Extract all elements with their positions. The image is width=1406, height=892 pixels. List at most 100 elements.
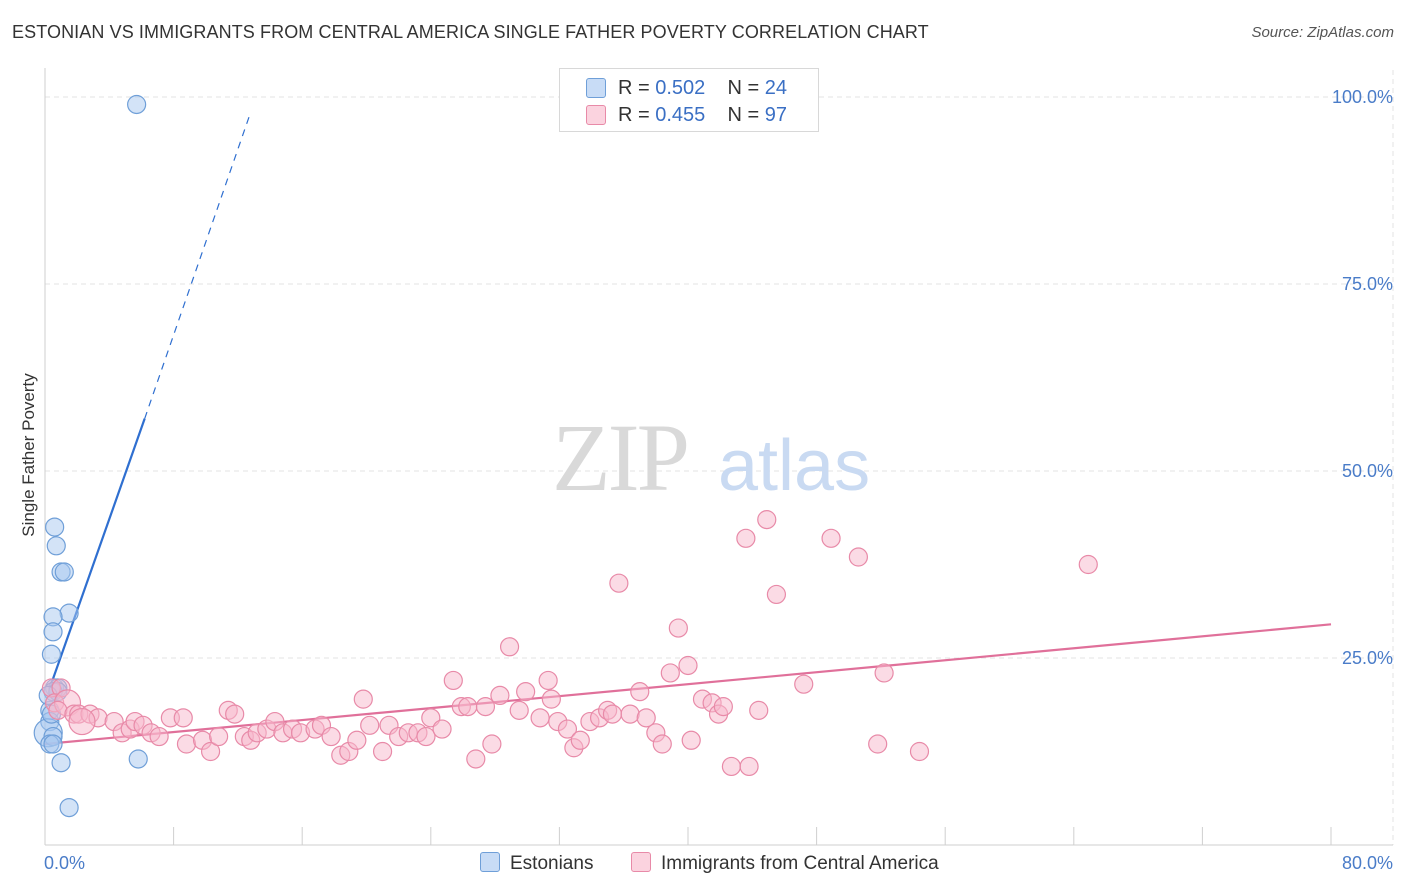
point-immigrants xyxy=(721,756,742,777)
x-tick-label: 0.0% xyxy=(44,853,85,873)
legend: R = 0.502 N = 24 R = 0.455 N = 97 xyxy=(559,68,819,132)
bottom-legend-swatch-estonians xyxy=(480,852,500,872)
point-immigrants xyxy=(200,741,221,762)
trend-line-0 xyxy=(48,418,146,689)
y-tick-label: 50.0% xyxy=(1342,461,1393,481)
bottom-legend-swatch-immigrants xyxy=(631,852,651,872)
point-immigrants xyxy=(652,734,672,754)
point-immigrants xyxy=(668,618,688,638)
point-estonians xyxy=(43,622,63,642)
point-immigrants xyxy=(868,734,888,754)
point-immigrants xyxy=(173,708,193,728)
point-immigrants xyxy=(557,719,578,739)
point-immigrants xyxy=(347,730,367,750)
point-immigrants xyxy=(848,547,868,567)
point-immigrants xyxy=(602,704,623,724)
source-label: Source: ZipAtlas.com xyxy=(1251,24,1394,41)
legend-n-label: N = xyxy=(727,104,765,126)
point-estonians xyxy=(128,749,148,769)
point-immigrants xyxy=(432,719,452,739)
trend-line-extension-0 xyxy=(144,111,252,419)
watermark-zip: ZIP xyxy=(552,404,687,511)
y-tick-label: 75.0% xyxy=(1342,274,1393,294)
point-estonians xyxy=(59,797,79,818)
point-estonians xyxy=(59,603,79,623)
point-immigrants xyxy=(321,726,341,747)
chart-title: ESTONIAN VS IMMIGRANTS FROM CENTRAL AMER… xyxy=(12,22,929,42)
point-immigrants xyxy=(48,700,68,720)
point-immigrants xyxy=(660,663,680,683)
y-tick-label: 100.0% xyxy=(1332,87,1393,107)
point-immigrants xyxy=(538,670,558,691)
x-tick-label: 80.0% xyxy=(1342,853,1393,873)
legend-r-label: R = xyxy=(618,104,656,126)
point-immigrants xyxy=(713,697,733,717)
point-immigrants xyxy=(516,682,536,702)
point-immigrants xyxy=(681,730,701,750)
point-immigrants xyxy=(482,734,502,754)
legend-n-value: 97 xyxy=(764,104,788,126)
point-immigrants xyxy=(475,697,496,717)
point-immigrants xyxy=(360,715,380,735)
point-estonians xyxy=(41,644,62,664)
point-estonians xyxy=(43,734,63,754)
point-immigrants xyxy=(736,528,756,548)
point-immigrants xyxy=(499,637,520,657)
point-immigrants xyxy=(821,528,841,548)
tick-labels: 25.0% 50.0% 75.0% 100.0% 0.0% 80.0% Single Fat… xyxy=(19,87,1393,873)
point-immigrants xyxy=(874,663,894,683)
legend-r-value: 0.455 xyxy=(655,104,706,126)
point-immigrants xyxy=(570,730,590,750)
point-immigrants xyxy=(209,726,229,747)
point-immigrants xyxy=(353,689,373,709)
point-immigrants xyxy=(609,573,629,593)
point-immigrants xyxy=(509,700,529,720)
y-axis-label: Single Father Poverty xyxy=(19,373,38,537)
point-immigrants xyxy=(443,670,463,691)
legend-r-label: R = xyxy=(618,77,656,99)
point-immigrants xyxy=(678,655,698,676)
point-immigrants xyxy=(757,510,777,530)
point-immigrants xyxy=(766,584,787,605)
point-immigrants xyxy=(794,674,814,694)
data-points xyxy=(33,94,1098,818)
point-immigrants xyxy=(68,707,96,736)
point-immigrants xyxy=(176,734,197,754)
point-immigrants xyxy=(541,689,561,709)
point-immigrants xyxy=(1078,554,1098,575)
point-immigrants xyxy=(490,685,510,706)
bottom-legend-estonians: Estonians xyxy=(480,852,593,875)
point-immigrants xyxy=(225,704,245,724)
legend-r-value: 0.502 xyxy=(655,77,706,99)
point-immigrants xyxy=(372,741,393,762)
point-immigrants xyxy=(620,704,640,724)
grid-lines xyxy=(45,70,1394,845)
point-estonians xyxy=(45,517,65,537)
bottom-legend-label: Immigrants from Central America xyxy=(661,853,939,874)
point-estonians xyxy=(54,562,74,582)
trend-lines xyxy=(44,111,1332,746)
point-estonians xyxy=(51,753,71,773)
legend-swatch-immigrants xyxy=(586,105,606,125)
point-immigrants xyxy=(630,682,650,702)
watermark: ZIP atlas xyxy=(552,404,870,511)
point-immigrants xyxy=(530,708,550,728)
point-immigrants xyxy=(416,726,436,747)
trend-line-1 xyxy=(44,623,1332,746)
bottom-legend-immigrants: Immigrants from Central America xyxy=(631,852,939,875)
legend-n-value: 24 xyxy=(764,77,788,99)
point-immigrants xyxy=(909,741,930,762)
point-immigrants xyxy=(149,726,169,747)
bottom-legend-label: Estonians xyxy=(510,853,594,874)
point-immigrants xyxy=(636,708,656,728)
point-immigrants xyxy=(466,749,486,769)
y-tick-label: 25.0% xyxy=(1342,648,1393,668)
point-estonians xyxy=(46,536,66,556)
legend-swatch-estonians xyxy=(586,78,606,98)
watermark-atlas: atlas xyxy=(718,426,870,506)
legend-n-label: N = xyxy=(727,77,765,99)
point-immigrants xyxy=(739,756,759,777)
point-estonians xyxy=(127,94,147,115)
point-immigrants xyxy=(749,700,769,720)
